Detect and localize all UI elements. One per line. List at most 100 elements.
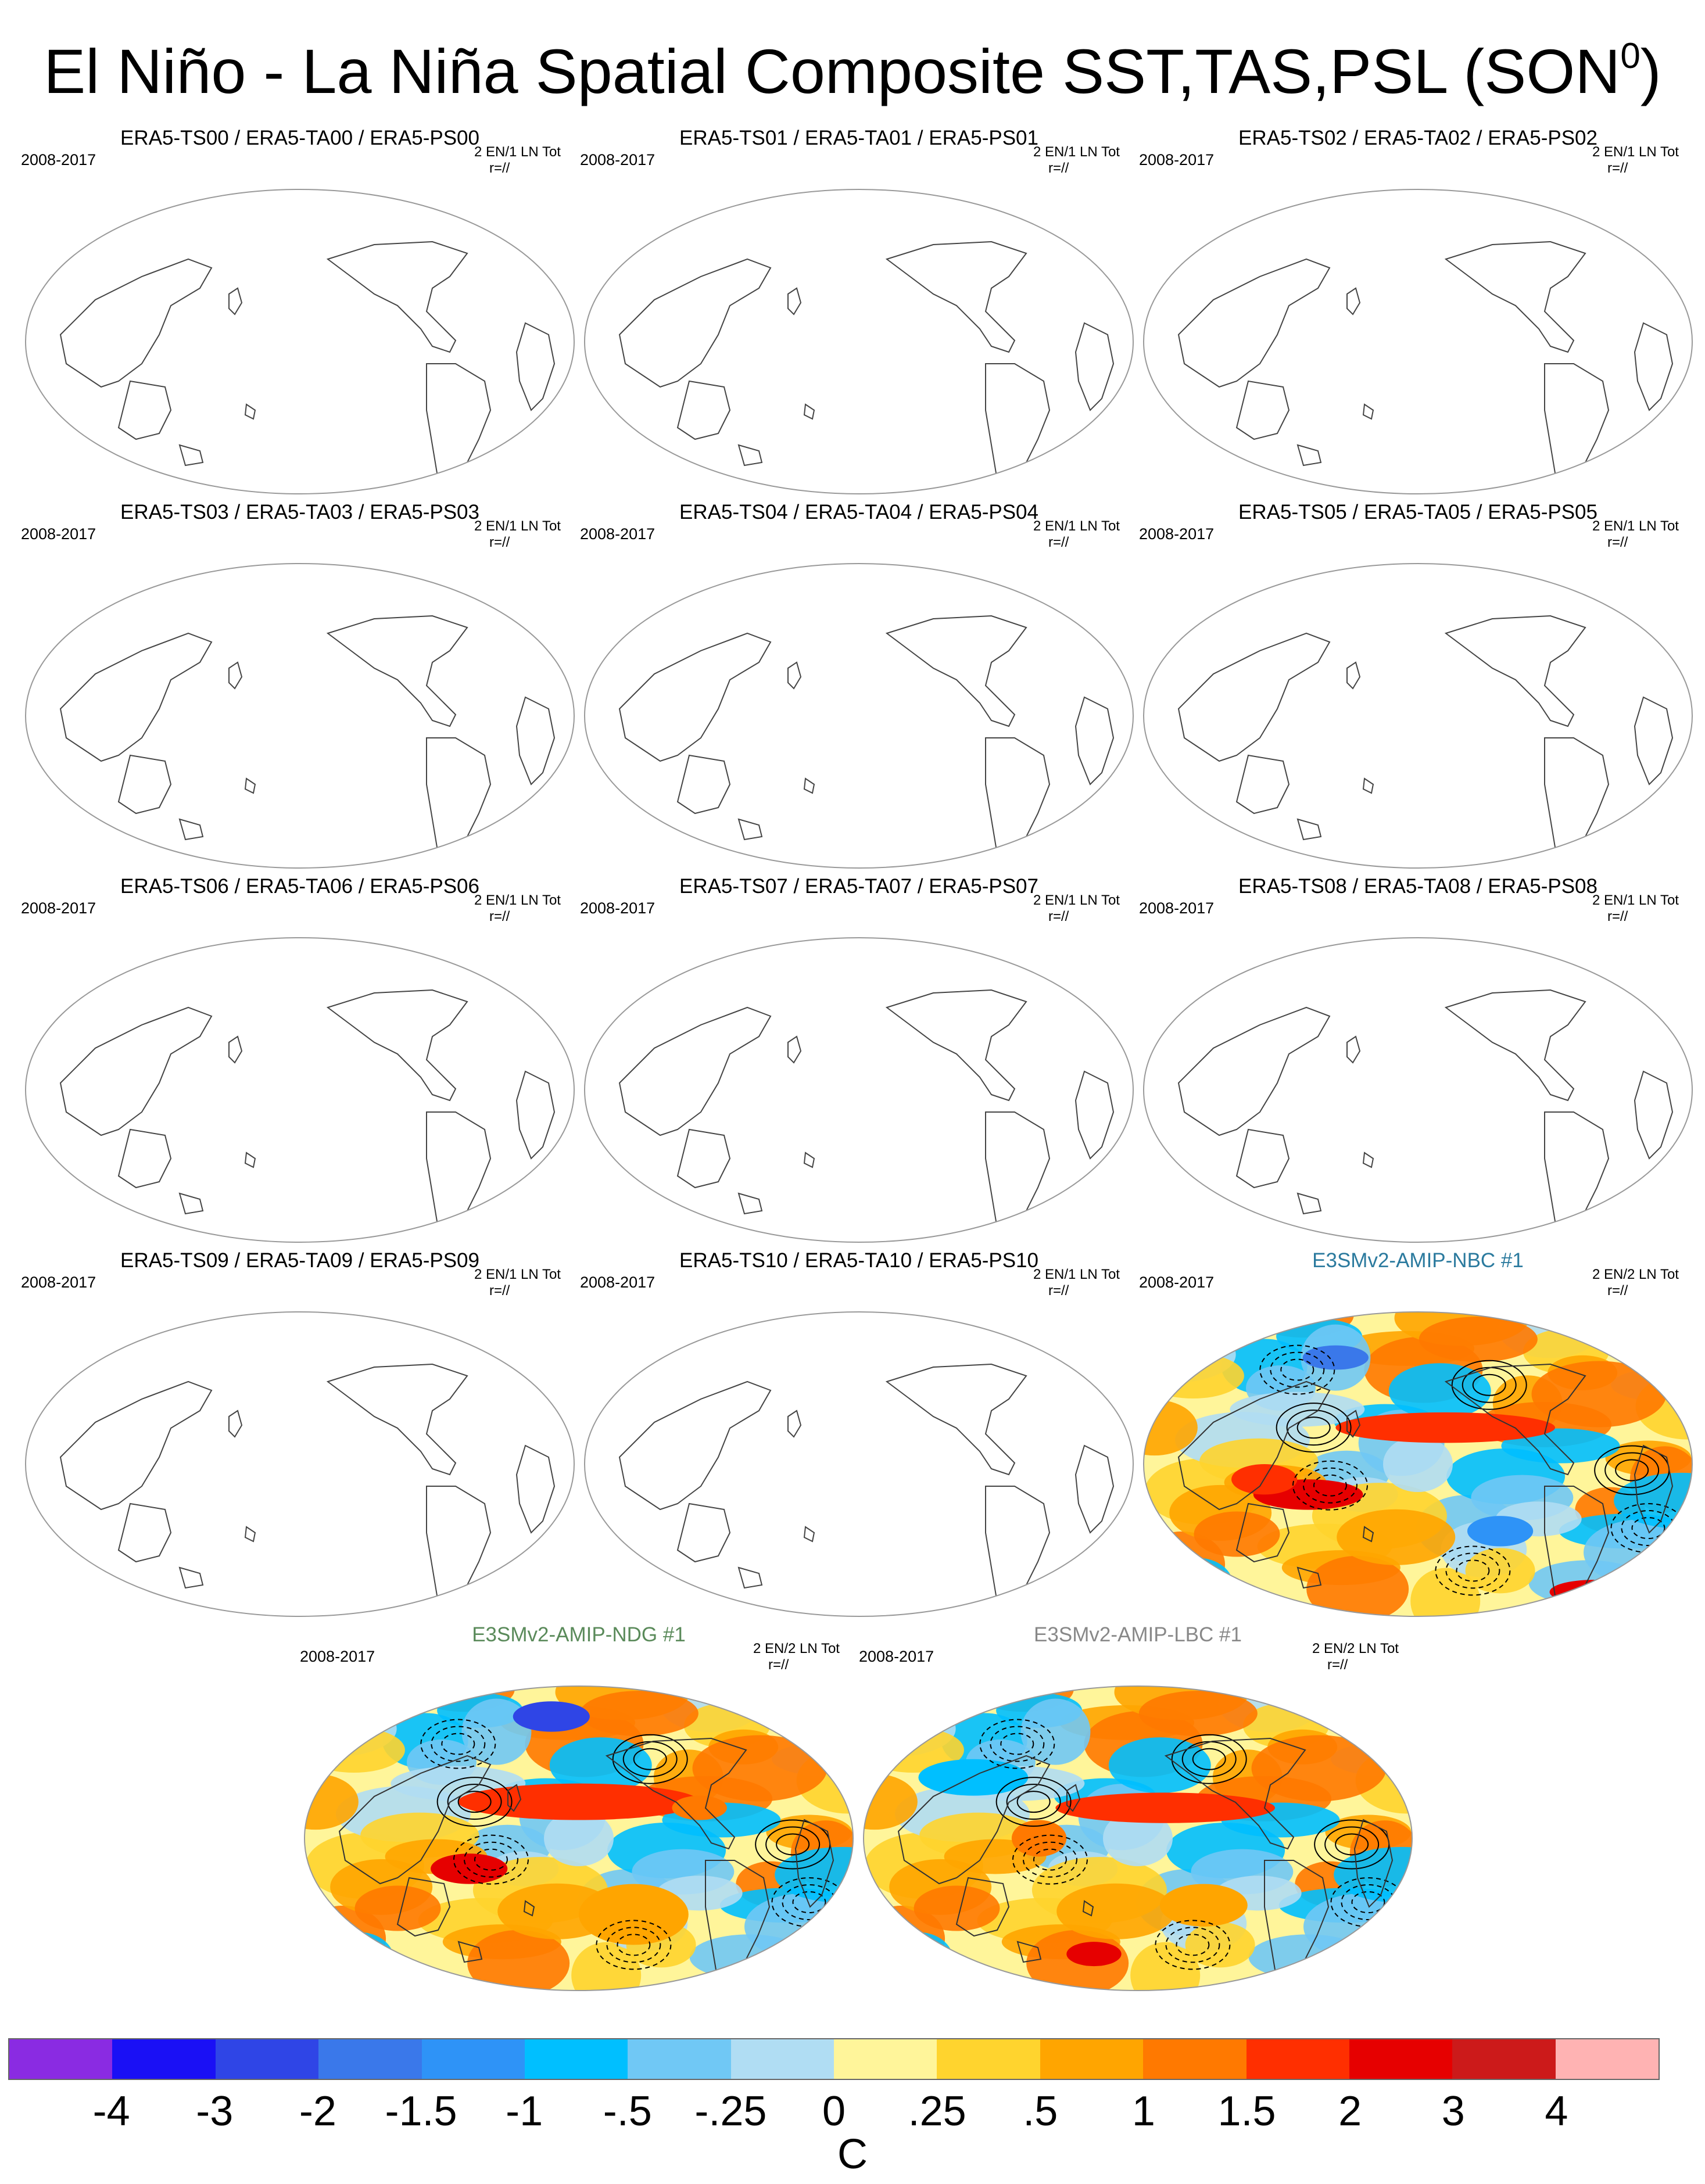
map (584, 1311, 1134, 1617)
colorbar-swatch (730, 2039, 834, 2079)
panel-period: 2008-2017 (21, 525, 96, 543)
panel-event-count: 2 EN/1 LN Tot (1033, 144, 1120, 160)
panel-title: ERA5-TS07 / ERA5-TA07 / ERA5-PS07 (679, 875, 1038, 898)
map (863, 1685, 1413, 1991)
colorbar-swatch (318, 2039, 422, 2079)
panel-event-count: 2 EN/2 LN Tot (753, 1641, 840, 1656)
panel-period: 2008-2017 (580, 1274, 656, 1291)
map-panel-era5-05: ERA5-TS05 / ERA5-TA05 / ERA5-PS05 2008-20… (1139, 501, 1697, 873)
map (25, 189, 575, 494)
panel-event-count: 2 EN/1 LN Tot (1592, 892, 1679, 908)
map (584, 563, 1134, 869)
panel-event-count: 2 EN/2 LN Tot (1312, 1641, 1399, 1656)
colorbar-swatch (524, 2039, 628, 2079)
panel-correlation: r=// (1048, 1283, 1069, 1299)
colorbar-tick-label: -1 (506, 2088, 543, 2135)
map (25, 563, 575, 869)
panel-correlation: r=// (1048, 909, 1069, 924)
panel-correlation: r=// (1607, 535, 1628, 550)
map-panel-era5-03: ERA5-TS03 / ERA5-TA03 / ERA5-PS03 2008-20… (21, 501, 579, 873)
panel-event-count: 2 EN/1 LN Tot (474, 1267, 561, 1282)
map-panel-e3smv2-nbc: E3SMv2-AMIP-NBC #1 2008-2017 2 EN/2 LN Tot… (1139, 1249, 1697, 1621)
panel-period: 2008-2017 (1139, 151, 1215, 168)
panel-correlation: r=// (1607, 909, 1628, 924)
colorbar-swatch (628, 2039, 731, 2079)
colorbar-tick-label: -.5 (603, 2088, 652, 2135)
panel-period: 2008-2017 (300, 1648, 375, 1665)
colorbar-tick-label: 2 (1338, 2088, 1362, 2135)
panel-period: 2008-2017 (580, 151, 656, 168)
colorbar-swatch (215, 2039, 319, 2079)
map (1143, 937, 1693, 1243)
panel-period: 2008-2017 (21, 899, 96, 917)
panel-correlation: r=// (489, 909, 510, 924)
colorbar-tick-label: 4 (1545, 2088, 1568, 2135)
panel-period: 2008-2017 (1139, 1274, 1215, 1291)
panel-event-count: 2 EN/1 LN Tot (1592, 518, 1679, 534)
colorbar-tick-label: 0 (822, 2088, 846, 2135)
colorbar-tick-label: -2 (299, 2088, 336, 2135)
panel-event-count: 2 EN/1 LN Tot (474, 144, 561, 160)
colorbar-tick-label: -1.5 (385, 2088, 457, 2135)
panel-correlation: r=// (768, 1657, 789, 1673)
figure-title: El Niño - La Niña Spatial Composite SST,… (44, 36, 1661, 106)
panel-event-count: 2 EN/2 LN Tot (1592, 1267, 1679, 1282)
panel-title: E3SMv2-AMIP-NBC #1 (1312, 1249, 1524, 1272)
colorbar-swatch (1349, 2039, 1453, 2079)
colorbar-tick-label: -4 (92, 2088, 130, 2135)
colorbar-tick-label: 1 (1131, 2088, 1155, 2135)
panel-title: ERA5-TS04 / ERA5-TA04 / ERA5-PS04 (679, 501, 1038, 523)
colorbar (8, 2038, 1660, 2080)
panel-title: ERA5-TS08 / ERA5-TA08 / ERA5-PS08 (1238, 875, 1597, 898)
panel-correlation: r=// (489, 1283, 510, 1299)
map-panel-e3smv2-lbc: E3SMv2-AMIP-LBC #1 2008-2017 2 EN/2 LN Tot… (859, 1623, 1417, 1995)
colorbar-units: C (837, 2131, 868, 2178)
map-panel-era5-09: ERA5-TS09 / ERA5-TA09 / ERA5-PS09 2008-20… (21, 1249, 579, 1621)
colorbar-swatch (1246, 2039, 1349, 2079)
panel-period: 2008-2017 (21, 151, 96, 168)
map (584, 937, 1134, 1243)
map (1143, 1311, 1693, 1617)
panel-correlation: r=// (1607, 1283, 1628, 1299)
panel-title: ERA5-TS10 / ERA5-TA10 / ERA5-PS10 (679, 1249, 1038, 1272)
panel-correlation: r=// (1048, 160, 1069, 176)
map (25, 1311, 575, 1617)
panel-event-count: 2 EN/1 LN Tot (474, 518, 561, 534)
panel-title: ERA5-TS03 / ERA5-TA03 / ERA5-PS03 (120, 501, 479, 523)
map-panel-era5-08: ERA5-TS08 / ERA5-TA08 / ERA5-PS08 2008-20… (1139, 875, 1697, 1247)
panel-correlation: r=// (489, 535, 510, 550)
map-panel-era5-07: ERA5-TS07 / ERA5-TA07 / ERA5-PS07 2008-20… (580, 875, 1138, 1247)
panel-event-count: 2 EN/1 LN Tot (1033, 518, 1120, 534)
panel-period: 2008-2017 (21, 1274, 96, 1291)
colorbar-swatch (1040, 2039, 1144, 2079)
colorbar-tick-label: -3 (196, 2088, 234, 2135)
panel-title: ERA5-TS05 / ERA5-TA05 / ERA5-PS05 (1238, 501, 1597, 523)
colorbar-tick-label: 3 (1441, 2088, 1465, 2135)
colorbar-swatch (937, 2039, 1040, 2079)
map (1143, 189, 1693, 494)
panel-event-count: 2 EN/1 LN Tot (1033, 892, 1120, 908)
map-panel-era5-04: ERA5-TS04 / ERA5-TA04 / ERA5-PS04 2008-20… (580, 501, 1138, 873)
panel-correlation: r=// (1607, 160, 1628, 176)
panel-period: 2008-2017 (1139, 525, 1215, 543)
map (304, 1685, 854, 1991)
panel-event-count: 2 EN/1 LN Tot (1033, 1267, 1120, 1282)
map (1143, 563, 1693, 869)
colorbar-tick-label: .5 (1023, 2088, 1058, 2135)
panel-title: ERA5-TS02 / ERA5-TA02 / ERA5-PS02 (1238, 127, 1597, 149)
panel-correlation: r=// (489, 160, 510, 176)
panel-event-count: 2 EN/1 LN Tot (474, 892, 561, 908)
panel-title: ERA5-TS01 / ERA5-TA01 / ERA5-PS01 (679, 127, 1038, 149)
map-panel-era5-01: ERA5-TS01 / ERA5-TA01 / ERA5-PS01 2008-20… (580, 127, 1138, 499)
colorbar-tick-label: 1.5 (1217, 2088, 1276, 2135)
map-panel-era5-02: ERA5-TS02 / ERA5-TA02 / ERA5-PS02 2008-20… (1139, 127, 1697, 499)
colorbar-tick-label: -.25 (694, 2088, 767, 2135)
map-panel-era5-10: ERA5-TS10 / ERA5-TA10 / ERA5-PS10 2008-20… (580, 1249, 1138, 1621)
map (25, 937, 575, 1243)
panel-period: 2008-2017 (1139, 899, 1215, 917)
panel-period: 2008-2017 (859, 1648, 934, 1665)
colorbar-swatch (1143, 2039, 1246, 2079)
colorbar-tick-label: .25 (908, 2088, 966, 2135)
map-panel-e3smv2-ndg: E3SMv2-AMIP-NDG #1 2008-2017 2 EN/2 LN Tot… (300, 1623, 858, 1995)
panel-title: ERA5-TS09 / ERA5-TA09 / ERA5-PS09 (120, 1249, 479, 1272)
